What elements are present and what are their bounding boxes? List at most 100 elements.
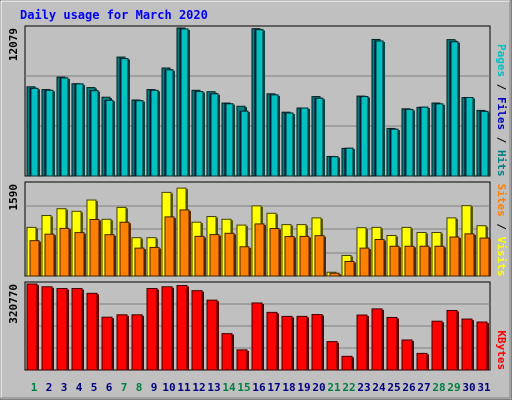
x-tick-label-day-23: 23	[357, 381, 370, 394]
bar-sites-day-23	[359, 247, 370, 277]
bar-sites-day-24	[374, 238, 385, 277]
bar-pages-day-2	[45, 89, 54, 177]
legend-part: /	[495, 77, 508, 97]
bar-pages-day-26	[405, 108, 414, 177]
bar-sites-day-19	[299, 235, 310, 277]
bar-pages-day-6	[105, 99, 114, 177]
bar-pages-day-28	[435, 103, 444, 177]
x-tick-label-day-31: 31	[477, 381, 491, 394]
x-tick-label-day-20: 20	[312, 381, 325, 394]
x-tick-label-day-24: 24	[372, 381, 386, 394]
bar-sites-day-27	[419, 245, 430, 277]
legend-part: Files	[495, 97, 508, 130]
series-legend: Sites / Visits	[495, 184, 508, 277]
bar-kbytes-day-15	[236, 349, 248, 371]
bar-pages-day-29	[450, 41, 459, 177]
bar-kbytes-day-27	[416, 352, 428, 371]
bar-pages-day-3	[60, 77, 69, 177]
x-tick-label-day-21: 21	[327, 381, 341, 394]
bar-sites-day-10	[164, 216, 175, 277]
bar-sites-day-3	[59, 227, 70, 277]
chart-title: Daily usage for March 2020	[20, 8, 208, 22]
x-tick-label-day-13: 13	[207, 381, 220, 394]
bar-pages-day-13	[210, 93, 219, 177]
bar-kbytes-day-14	[221, 333, 233, 371]
bar-kbytes-day-18	[281, 315, 293, 371]
bar-kbytes-day-19	[296, 315, 308, 371]
x-tick-label-day-1: 1	[31, 381, 38, 394]
bar-pages-day-11	[180, 28, 189, 177]
bar-kbytes-day-11	[176, 285, 188, 371]
bar-kbytes-day-1	[26, 283, 38, 371]
bar-pages-day-31	[480, 110, 489, 177]
legend-part: KBytes	[495, 330, 508, 370]
y-axis-max-label: 12079	[7, 28, 20, 61]
bar-pages-day-9	[150, 89, 159, 177]
x-tick-label-day-28: 28	[432, 381, 445, 394]
bar-sites-day-14	[224, 232, 235, 277]
bar-sites-day-31	[479, 237, 490, 277]
bar-kbytes-day-9	[146, 288, 158, 371]
bar-sites-day-12	[194, 235, 205, 277]
bar-kbytes-day-13	[206, 299, 218, 371]
x-axis-labels: 1 2 3 4 5 6 7 8 9 10 11 12 13 14 15 16 17 18 19 20 21 22 23 24 2…	[31, 381, 491, 394]
bar-pages-day-17	[270, 94, 279, 177]
x-tick-label-day-26: 26	[402, 381, 416, 394]
bar-kbytes-day-6	[101, 316, 113, 371]
bar-sites-day-16	[254, 223, 265, 277]
bar-sites-day-2	[44, 233, 55, 277]
x-tick-label-day-30: 30	[462, 381, 475, 394]
bar-sites-day-20	[314, 235, 325, 277]
bar-kbytes-day-5	[86, 292, 98, 371]
x-tick-label-day-6: 6	[106, 381, 113, 394]
x-tick-label-day-29: 29	[447, 381, 460, 394]
bar-sites-day-7	[119, 221, 130, 277]
bar-pages-day-22	[345, 147, 354, 177]
bar-kbytes-day-7	[116, 314, 128, 371]
series-legend: Pages / Files / Hits	[495, 44, 508, 177]
bar-kbytes-day-31	[476, 321, 488, 371]
bar-kbytes-day-21	[326, 341, 338, 371]
bar-kbytes-day-2	[41, 286, 53, 371]
bar-kbytes-day-4	[71, 288, 83, 371]
bar-pages-day-19	[300, 107, 309, 177]
bar-sites-day-18	[284, 236, 295, 277]
bar-sites-day-22	[344, 260, 355, 277]
bar-kbytes-day-22	[341, 355, 353, 371]
bar-sites-day-8	[134, 247, 145, 277]
x-tick-label-day-17: 17	[267, 381, 280, 394]
bar-pages-day-25	[390, 128, 399, 177]
bar-pages-day-1	[30, 87, 39, 177]
x-tick-label-day-8: 8	[136, 381, 143, 394]
bar-sites-day-11	[179, 209, 190, 277]
bar-sites-day-17	[269, 228, 280, 277]
legend-part: /	[495, 217, 508, 237]
bar-sites-day-29	[449, 236, 460, 277]
bar-sites-day-4	[74, 232, 85, 277]
legend-part: Sites	[495, 184, 508, 217]
legend-part: Visits	[495, 237, 508, 277]
chart-panel-3: 320770 KBytes	[7, 281, 508, 371]
chart-panel-1: 12079 Pages / Files / Hits	[7, 25, 508, 177]
bar-pages-day-18	[285, 112, 294, 177]
bar-pages-day-8	[135, 100, 144, 177]
x-tick-label-day-11: 11	[177, 381, 191, 394]
bar-kbytes-day-28	[431, 320, 443, 371]
bar-kbytes-day-20	[311, 314, 323, 371]
bar-sites-day-28	[434, 245, 445, 277]
bar-pages-day-20	[315, 97, 324, 177]
bar-sites-day-26	[404, 245, 415, 277]
bar-kbytes-day-24	[371, 308, 383, 371]
x-tick-label-day-16: 16	[252, 381, 266, 394]
bar-kbytes-day-23	[356, 314, 368, 371]
bar-kbytes-day-26	[401, 339, 413, 371]
legend-part: /	[495, 130, 508, 150]
x-tick-label-day-27: 27	[417, 381, 430, 394]
bar-pages-day-12	[195, 91, 204, 177]
bar-sites-day-25	[389, 245, 400, 277]
bar-kbytes-day-8	[131, 314, 143, 371]
x-tick-label-day-7: 7	[121, 381, 128, 394]
bar-kbytes-day-3	[56, 288, 68, 371]
x-tick-label-day-18: 18	[282, 381, 295, 394]
